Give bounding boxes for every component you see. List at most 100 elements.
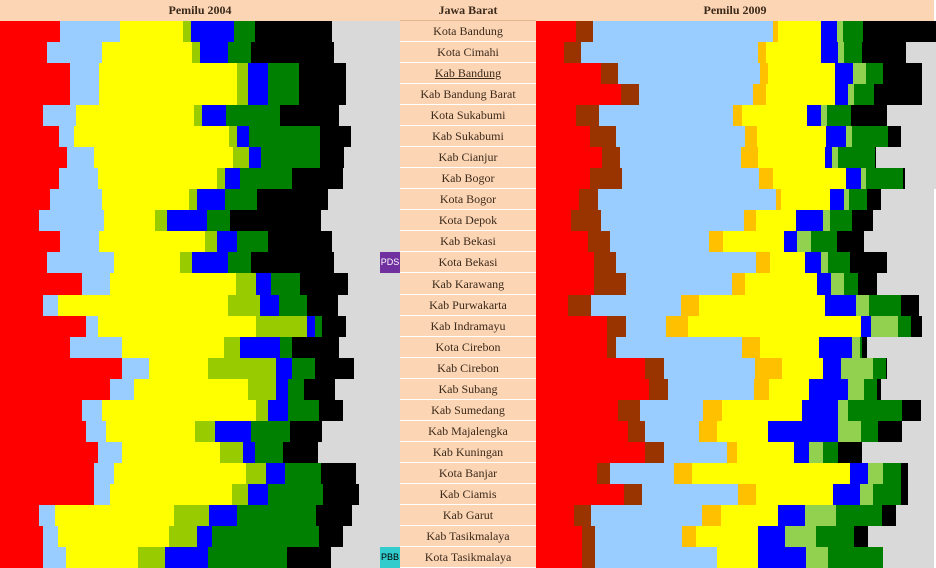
pemilu-2009-bar-segment-blue (817, 273, 831, 295)
pemilu-2009-bar-segment-brown (594, 273, 626, 295)
pemilu-2004-bar-segment-red (0, 295, 43, 316)
pemilu-2009-bar-segment-yellow (758, 147, 825, 168)
pemilu-2009-bar-segment-red (536, 400, 618, 421)
region-label: Kota Bogor (400, 189, 536, 210)
pemilu-2009-bar-segment-yellow (778, 21, 821, 42)
pemilu-2004-bar-segment-black (299, 63, 346, 84)
pemilu-2009-bar-segment-black (852, 210, 873, 231)
pemilu-2009-bar-segment-red (536, 105, 576, 126)
pemilu-2009-bar-segment-green (828, 547, 883, 568)
pemilu-2009-bar-segment-red (536, 442, 645, 463)
pemilu-2009-bar-segment-brown (579, 189, 598, 210)
pemilu-2004-bar-segment-blue (243, 442, 255, 463)
region-label: Kab Subang (400, 379, 536, 400)
pemilu-2009-bar-segment-green (844, 273, 858, 295)
pemilu-2004-bar-segment-lightblue (43, 547, 66, 568)
pemilu-2009-bar-segment-green (873, 358, 886, 379)
pemilu-2004-bar-segment-gray (346, 84, 400, 105)
pemilu-2009-bar-segment-red (536, 21, 576, 42)
pemilu-2009-bar-segment-red (536, 252, 594, 273)
pemilu-2009-bar-segment-lightgreen (860, 484, 873, 505)
pemilu-2009-bar-segment-lightblue (618, 63, 760, 84)
pemilu-2004-bar-segment-black (321, 463, 356, 484)
pemilu-2009-bar-segment-red (536, 168, 590, 189)
pemilu-2004-bar-segment-red (0, 63, 70, 84)
pemilu-2009-bar-segment-yellow (766, 84, 835, 105)
pemilu-2004-bar-segment-black (292, 337, 339, 358)
pemilu-2009-bar-segment-black (882, 505, 896, 526)
region-label: Kab Cirebon (400, 358, 536, 379)
pemilu-2009-bar-segment-black (901, 463, 908, 484)
pemilu-2004-bar-segment-blue (240, 337, 280, 358)
pemilu-2009-bar-segment-blue (807, 105, 821, 126)
pemilu-2004-bar-segment-lightblue (86, 316, 98, 337)
pemilu-2004-bar-segment-red (0, 42, 47, 63)
pemilu-2004-bar-segment-gray (335, 379, 400, 400)
pemilu-2009-bar-segment-green (898, 316, 911, 337)
pemilu-2009-bar-segment-gray (867, 337, 934, 358)
pemilu-2009-bar-segment-orange (702, 505, 721, 526)
pemilu-2009-bar-segment-blue (861, 316, 871, 337)
pemilu-2009-bar-segment-brown (628, 421, 645, 442)
pemilu-2004-bar-segment-yellow (102, 42, 192, 63)
pemilu-2009-bar-segment-lightgreen (823, 210, 830, 231)
pemilu-2009-bar-segment-lightblue (616, 252, 756, 273)
pemilu-2009-bar-segment-lightblue (645, 421, 699, 442)
pemilu-2009-bar-segment-brown (590, 168, 622, 189)
pemilu-2009-bar-segment-lightblue (591, 505, 702, 526)
pemilu-2009-bar-segment-blue (846, 168, 861, 189)
pemilu-2009-bar-segment-gray (883, 547, 934, 568)
pemilu-2009-bar-segment-black (874, 84, 922, 105)
pemilu-2009-bar-segment-brown (576, 21, 593, 42)
pemilu-2009-bar-segment-orange (682, 526, 696, 547)
pemilu-2009-bar-segment-brown (564, 42, 581, 63)
region-label: Kota Tasikmalaya (400, 547, 536, 568)
pemilu-2009-bar-segment-red (536, 231, 588, 252)
pemilu-2009-bar-segment-lightgreen (821, 252, 828, 273)
pemilu-2004-bar-segment-black (287, 547, 331, 568)
pemilu-2009-bar-segment-lightblue (595, 526, 682, 547)
pemilu-2004-bar-segment-yellow (114, 463, 246, 484)
pemilu-2009-bar-segment-green (844, 42, 862, 63)
pemilu-2004-bar-segment-lightblue (110, 379, 134, 400)
pemilu-2009-bar-segment-black (867, 189, 881, 210)
pemilu-2004-bar-segment-yellow (120, 21, 183, 42)
pemilu-2009-bar-segment-blue (830, 189, 844, 210)
region-label: Kab Majalengka (400, 421, 536, 442)
pemilu-2004-bar-segment-green (285, 463, 321, 484)
pemilu-2009-bar-segment-black (877, 379, 881, 400)
pemilu-2009-bar-segment-orange (755, 358, 782, 379)
pemilu-2009-bar-segment-green (861, 421, 878, 442)
pemilu-2009-bar-segment-lightgreen (838, 42, 844, 63)
pemilu-2004-bar-segment-gray (332, 231, 400, 252)
pemilu-2009-bar-segment-lightgreen (853, 63, 866, 84)
pemilu-2004-bar-segment-red (0, 105, 43, 126)
pemilu-2004-bar-segment-blue (197, 526, 212, 547)
pemilu-2004-bar-segment-black (320, 126, 351, 147)
pemilu-2009-bar-segment-lightgreen (844, 189, 849, 210)
pemilu-2009-bar-segment-yellow (721, 505, 778, 526)
pemilu-2009-bar-segment-green (869, 295, 901, 316)
pemilu-2009-bar-segment-yellow (717, 547, 758, 568)
pemilu-2009-bar-segment-blue (821, 42, 838, 63)
pemilu-2004-bar-segment-green (207, 210, 230, 231)
pemilu-2004-bar-segment-yellow (134, 379, 248, 400)
pemilu-2009-bar-segment-orange (744, 210, 756, 231)
pemilu-2009-bar-segment-gray (876, 147, 936, 168)
pemilu-2009-bar-segment-blue (835, 84, 848, 105)
pemilu-2004-bar-segment-lightblue (67, 147, 94, 168)
pemilu-2009-bar-segment-lightblue (664, 358, 755, 379)
pemilu-2004-bar-segment-black (268, 231, 332, 252)
pemilu-2009-bar-segment-lightblue (616, 337, 742, 358)
pemilu-2009-bar-segment-green (866, 168, 903, 189)
pemilu-2009-bar-segment-yellow (757, 126, 826, 147)
region-label: Kab Bandung (400, 63, 536, 84)
pemilu-2004-bar-segment-black (230, 210, 321, 231)
pemilu-2004-bar-segment-yellow (106, 421, 195, 442)
pemilu-2009-bar-segment-lightblue (591, 295, 681, 316)
pemilu-2004-bar-segment-yellow (102, 189, 189, 210)
pemilu-2004-bar-segment-lime (233, 147, 249, 168)
pemilu-2009-bar-segment-green (866, 63, 883, 84)
pemilu-2009-bar-segment-gray (873, 210, 934, 231)
pemilu-2009-bar-segment-black (886, 358, 887, 379)
